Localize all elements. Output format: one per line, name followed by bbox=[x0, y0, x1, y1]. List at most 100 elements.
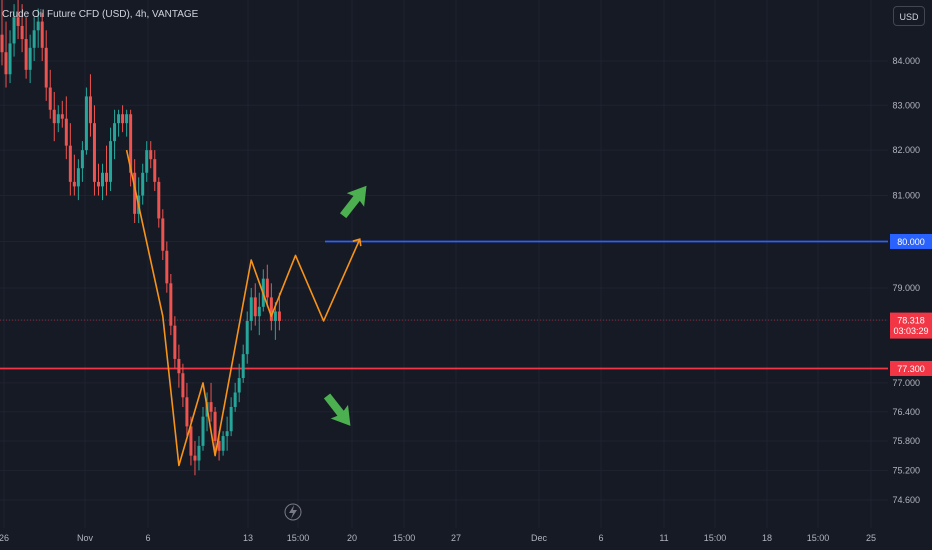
candle bbox=[249, 297, 253, 321]
candle bbox=[0, 34, 4, 53]
x-tick-label: 6 bbox=[145, 533, 150, 543]
price-axis[interactable]: 84.000 83.000 82.000 81.000 79.000 77.000 76.4… bbox=[892, 56, 920, 505]
candle bbox=[217, 440, 221, 451]
candle bbox=[237, 378, 241, 393]
candle bbox=[4, 52, 8, 75]
candle bbox=[12, 17, 16, 44]
y-tick-label: 83.000 bbox=[892, 100, 920, 110]
candle bbox=[169, 283, 173, 326]
candle bbox=[221, 436, 225, 451]
candle bbox=[189, 426, 193, 456]
candle bbox=[84, 96, 88, 151]
symbol-legend[interactable]: Crude Oil Future CFD (USD), 4h, VANTAGE bbox=[2, 9, 199, 20]
price-tag-value: 80.000 bbox=[897, 237, 925, 247]
candle bbox=[177, 358, 181, 374]
pattern-drawing[interactable] bbox=[125, 149, 362, 467]
candle bbox=[277, 311, 281, 321]
down-arrow-icon[interactable] bbox=[318, 389, 359, 432]
candle bbox=[101, 172, 104, 187]
candle bbox=[68, 145, 72, 182]
candle bbox=[56, 114, 60, 124]
candle bbox=[213, 411, 217, 441]
candle bbox=[125, 114, 129, 124]
time-axis[interactable]: 26 Nov 6 13 15:00 20 15:00 27 Dec 6 11 15:00 18 15:00… bbox=[0, 533, 876, 543]
candle bbox=[16, 17, 20, 26]
pattern-arrowhead bbox=[352, 238, 362, 247]
y-tick-label: 76.400 bbox=[892, 407, 920, 417]
candle bbox=[28, 47, 32, 70]
candle bbox=[181, 373, 185, 398]
candle bbox=[257, 306, 261, 317]
candle bbox=[109, 141, 113, 182]
y-tick-label: 77.000 bbox=[892, 378, 920, 388]
x-tick-label: 18 bbox=[762, 533, 772, 543]
candle bbox=[241, 354, 245, 379]
candle bbox=[121, 114, 125, 124]
x-tick-label: 15:00 bbox=[393, 533, 416, 543]
candle bbox=[52, 109, 56, 124]
y-tick-label: 75.200 bbox=[892, 465, 920, 475]
x-tick-label: 27 bbox=[451, 533, 461, 543]
horizontal-lines[interactable] bbox=[0, 240, 888, 370]
candle bbox=[113, 123, 117, 142]
candle bbox=[153, 159, 157, 182]
candle bbox=[40, 21, 44, 48]
candle bbox=[96, 181, 100, 187]
candle bbox=[157, 181, 161, 219]
x-tick-label: 15:00 bbox=[287, 533, 310, 543]
candle bbox=[197, 445, 201, 461]
y-tick-label: 84.000 bbox=[892, 56, 920, 66]
countdown-timer: 03:03:29 bbox=[893, 326, 928, 336]
price-tag: 80.000 bbox=[890, 233, 932, 249]
candle bbox=[133, 172, 137, 214]
candle bbox=[173, 325, 177, 359]
candle bbox=[64, 118, 68, 146]
candles bbox=[0, 0, 281, 476]
price-tag: 77.300 bbox=[890, 360, 932, 376]
candle bbox=[92, 123, 96, 182]
lightning-icon[interactable] bbox=[284, 503, 302, 521]
candle bbox=[265, 278, 269, 298]
x-tick-label: 20 bbox=[347, 533, 357, 543]
x-tick-label: 15:00 bbox=[704, 533, 727, 543]
candle bbox=[117, 114, 121, 124]
x-tick-label: 13 bbox=[243, 533, 253, 543]
candle bbox=[165, 250, 169, 284]
candle bbox=[253, 297, 257, 317]
candle bbox=[225, 431, 229, 437]
grid bbox=[0, 0, 888, 528]
candle bbox=[141, 172, 145, 196]
candle bbox=[8, 43, 12, 75]
price-tag-value: 78.318 bbox=[897, 316, 925, 326]
currency-button[interactable]: USD bbox=[893, 6, 925, 26]
candle bbox=[129, 114, 133, 173]
candle bbox=[20, 25, 24, 40]
candle bbox=[36, 21, 40, 31]
candle bbox=[145, 150, 149, 173]
candle bbox=[185, 397, 189, 427]
candle bbox=[193, 455, 197, 461]
candle bbox=[44, 47, 48, 88]
candle bbox=[80, 150, 84, 169]
x-tick-label: 15:00 bbox=[807, 533, 830, 543]
candle bbox=[273, 311, 277, 321]
candle bbox=[233, 392, 237, 407]
up-arrow-icon[interactable] bbox=[334, 179, 375, 222]
candle bbox=[269, 297, 273, 321]
candle bbox=[105, 172, 109, 182]
zigzag-pattern[interactable] bbox=[125, 149, 361, 467]
y-tick-label: 74.600 bbox=[892, 495, 920, 505]
x-tick-label: 11 bbox=[659, 533, 668, 543]
y-tick-label: 75.800 bbox=[892, 436, 920, 446]
candle bbox=[161, 218, 165, 251]
x-tick-label: 26 bbox=[0, 533, 9, 543]
x-tick-label: Dec bbox=[531, 533, 548, 543]
candle bbox=[76, 168, 80, 187]
y-tick-label: 79.000 bbox=[892, 283, 920, 293]
candle bbox=[88, 96, 92, 124]
arrows[interactable] bbox=[318, 179, 375, 433]
